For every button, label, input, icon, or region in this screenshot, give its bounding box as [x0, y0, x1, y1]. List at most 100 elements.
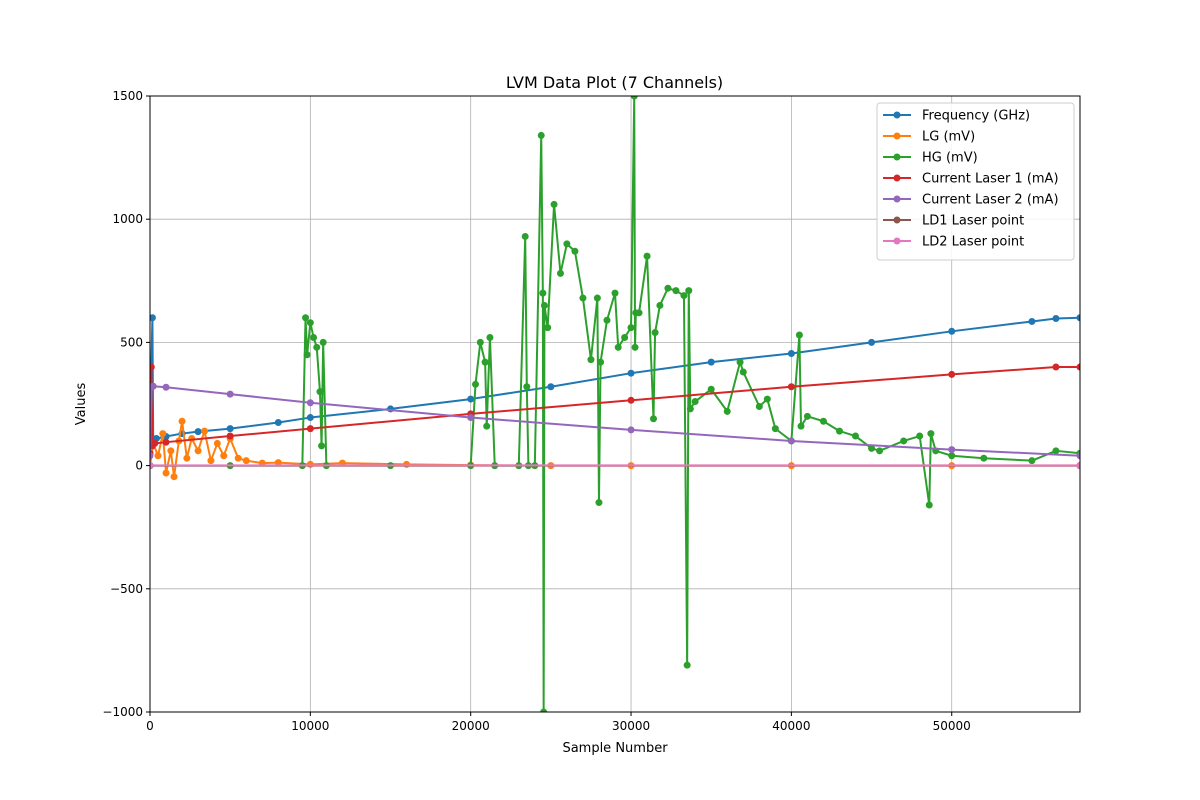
data-point [868, 444, 876, 452]
data-point [1076, 461, 1080, 469]
data-point [1028, 317, 1036, 325]
data-point [162, 383, 170, 391]
data-point [170, 473, 178, 481]
data-point [544, 324, 552, 332]
data-point [183, 454, 191, 462]
data-point [686, 405, 694, 413]
data-point [948, 327, 956, 335]
legend-entry: Current Laser 2 (mA) [883, 193, 1059, 208]
data-point [803, 412, 811, 420]
data-point [651, 329, 659, 337]
data-point [162, 438, 170, 446]
data-point [540, 708, 548, 712]
data-point [537, 131, 545, 139]
data-point [797, 422, 805, 430]
data-point [213, 439, 221, 447]
data-point [523, 383, 531, 391]
data-point [597, 358, 605, 366]
data-point [159, 430, 167, 438]
data-point [303, 351, 311, 359]
data-point [685, 287, 693, 295]
data-point [627, 369, 635, 377]
data-point [472, 380, 479, 388]
y-axis-label: Values [74, 383, 89, 426]
data-point [167, 447, 175, 455]
data-point [1052, 363, 1060, 371]
data-point [201, 427, 209, 435]
data-point [876, 447, 884, 455]
data-point [154, 452, 162, 460]
data-point [948, 452, 956, 460]
data-point [563, 240, 571, 248]
data-point [927, 430, 935, 438]
data-point [1052, 314, 1060, 322]
data-point [683, 661, 691, 669]
legend-swatch-marker [893, 132, 901, 140]
data-point [306, 319, 314, 327]
data-point [467, 414, 475, 422]
data-point [614, 343, 622, 351]
data-point [178, 417, 186, 425]
legend-entry: Current Laser 1 (mA) [883, 172, 1059, 187]
data-point [194, 428, 202, 436]
y-tick-label: 0 [135, 459, 143, 473]
chart-title: LVM Data Plot (7 Channels) [506, 73, 723, 92]
data-point [151, 439, 159, 447]
data-point [306, 425, 314, 433]
data-point [1076, 314, 1080, 322]
data-point [1076, 452, 1080, 460]
data-point [680, 292, 688, 300]
x-axis-label: Sample Number [562, 741, 668, 756]
data-point [643, 252, 651, 260]
data-point [579, 294, 587, 302]
data-point [306, 414, 314, 422]
data-point [476, 338, 484, 346]
legend-swatch-marker [893, 237, 901, 245]
legend-entry: LD1 Laser point [883, 214, 1024, 229]
legend-label: LG (mV) [922, 130, 975, 145]
data-point [467, 395, 475, 403]
data-point [306, 399, 314, 407]
x-tick-label: 40000 [772, 719, 810, 733]
legend-swatch-marker [893, 153, 901, 161]
data-point [852, 432, 860, 440]
data-point [649, 415, 657, 423]
data-point [723, 407, 731, 415]
data-point [150, 382, 157, 390]
data-point [587, 356, 595, 364]
data-point [1076, 363, 1080, 371]
data-point [763, 395, 771, 403]
data-point [481, 358, 489, 366]
data-point [627, 396, 635, 404]
legend-label: Current Laser 2 (mA) [922, 193, 1059, 208]
data-point [868, 338, 876, 346]
data-point [150, 363, 155, 371]
plot-frame [149, 95, 1081, 713]
data-point [916, 432, 924, 440]
legend-swatch-marker [893, 174, 901, 182]
data-point [925, 501, 933, 509]
data-point [539, 289, 547, 297]
series-5 [150, 382, 1080, 460]
y-tick-label: 500 [120, 335, 143, 349]
legend-entry: HG (mV) [883, 151, 978, 166]
data-point [900, 437, 908, 445]
data-point [595, 499, 603, 507]
data-point [627, 324, 635, 332]
data-point [635, 309, 643, 317]
data-point [310, 333, 318, 341]
axis-ticks: 0 10000 20000 30000 40000 50000 −1000 −500 0 500 1… [102, 89, 970, 733]
data-point [980, 454, 988, 462]
legend-swatch-marker [893, 216, 901, 224]
data-point [483, 422, 491, 430]
data-point [486, 333, 494, 341]
x-tick-label: 10000 [291, 719, 329, 733]
x-tick-label: 20000 [452, 719, 490, 733]
legend-swatch-marker [893, 195, 901, 203]
data-point [948, 446, 956, 454]
data-point [795, 331, 803, 339]
data-point [242, 457, 250, 465]
data-point [571, 247, 579, 255]
series-4 [150, 363, 1080, 457]
